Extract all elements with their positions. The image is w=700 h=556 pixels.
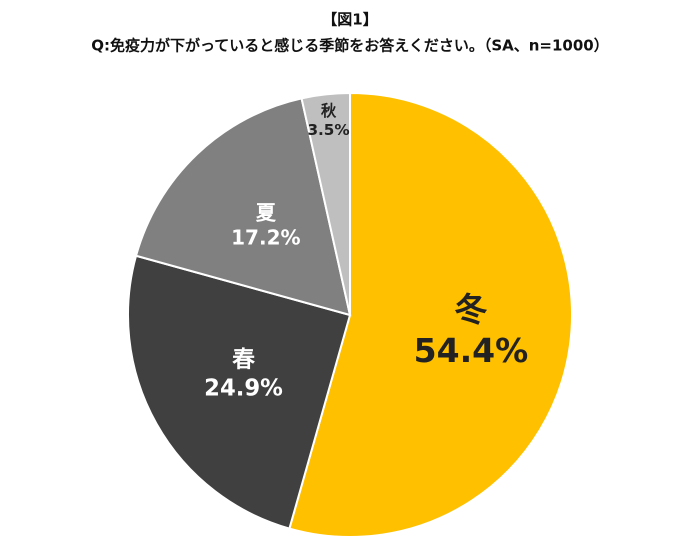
pie-slice [134, 97, 352, 317]
slice-value-label: 3.5% [307, 121, 349, 139]
slice-value-label: 24.9% [204, 375, 283, 401]
slice-category: 夏 [256, 201, 277, 225]
slice-category: 冬 [454, 290, 487, 329]
pie-slice [300, 91, 351, 316]
slice-value-label: 17.2% [231, 225, 300, 249]
chart-title: 【図1】 [322, 11, 377, 29]
slice-value-label: 54.4% [414, 331, 529, 370]
pie-slice [127, 254, 352, 530]
slice-category: 秋 [321, 102, 337, 120]
chart-subtitle: Q:免疫力が下がっていると感じる季節をお答えください。（SA、n=1000） [91, 37, 608, 55]
slice-category: 春 [231, 347, 255, 373]
pie-slice [288, 91, 573, 538]
